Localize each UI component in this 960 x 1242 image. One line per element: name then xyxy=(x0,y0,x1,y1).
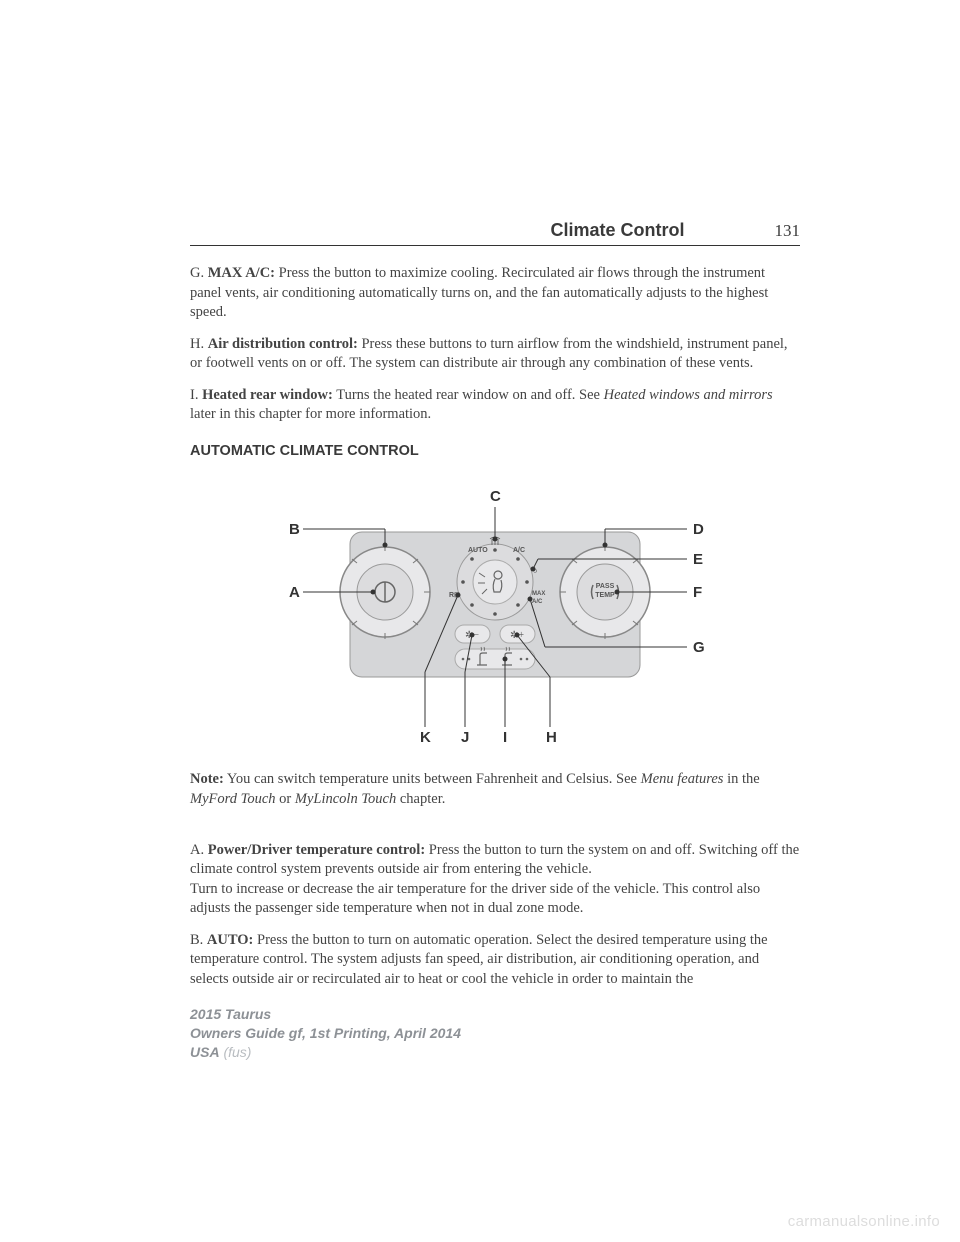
i-label: I. xyxy=(190,387,202,403)
b-text: Press the button to turn on automatic op… xyxy=(190,932,768,987)
page-header: Climate Control 131 xyxy=(190,220,800,246)
label-c: C xyxy=(490,488,501,505)
note-italic-3: MyLincoln Touch xyxy=(295,791,396,807)
svg-text:A/C: A/C xyxy=(513,547,525,554)
label-g: G xyxy=(693,639,705,656)
label-f: F xyxy=(693,584,702,601)
g-label: G. xyxy=(190,265,208,281)
a-bold: Power/Driver temperature control: xyxy=(208,842,425,858)
label-b: B xyxy=(289,521,300,538)
svg-text:A/C: A/C xyxy=(532,599,543,605)
label-d: D xyxy=(693,521,704,538)
paragraph-h: H. Air distribution control: Press these… xyxy=(190,335,800,374)
paragraph-note: Note: You can switch temperature units b… xyxy=(190,770,800,809)
i-text-1: Turns the heated rear window on and off.… xyxy=(333,387,604,403)
svg-text:AUTO: AUTO xyxy=(468,547,488,554)
i-text-2: later in this chapter for more informati… xyxy=(190,406,431,422)
footer-region: USA xyxy=(190,1044,220,1060)
label-h: H xyxy=(546,729,557,746)
paragraph-i: I. Heated rear window: Turns the heated … xyxy=(190,386,800,425)
section-heading: AUTOMATIC CLIMATE CONTROL xyxy=(190,443,800,459)
label-a: A xyxy=(289,584,300,601)
svg-text:MAX: MAX xyxy=(532,591,545,597)
climate-control-diagram: PASS TEMP xyxy=(255,477,735,752)
note-bold: Note: xyxy=(190,771,224,787)
label-k: K xyxy=(420,729,431,746)
h-label: H. xyxy=(190,336,208,352)
svg-text:PASS: PASS xyxy=(596,583,615,590)
page-content: Climate Control 131 G. MAX A/C: Press th… xyxy=(0,0,960,990)
note-italic-2: MyFord Touch xyxy=(190,791,276,807)
label-j: J xyxy=(461,729,469,746)
footer-region-light: (fus) xyxy=(220,1044,252,1060)
i-bold: Heated rear window: xyxy=(202,387,333,403)
b-label: B. xyxy=(190,932,207,948)
note-text-3: or xyxy=(276,791,295,807)
note-text-1: You can switch temperature units between… xyxy=(224,771,641,787)
paragraph-g: G. MAX A/C: Press the button to maximize… xyxy=(190,264,800,323)
paragraph-a: A. Power/Driver temperature control: Pre… xyxy=(190,821,800,919)
a-label: A. xyxy=(190,842,208,858)
footer-guide: Owners Guide gf, 1st Printing, April 201… xyxy=(190,1024,461,1043)
note-text-4: chapter. xyxy=(396,791,445,807)
note-text-2: in the xyxy=(723,771,759,787)
note-italic-1: Menu features xyxy=(641,771,724,787)
h-bold: Air distribution control: xyxy=(208,336,358,352)
g-bold: MAX A/C: xyxy=(208,265,275,281)
label-i: I xyxy=(503,729,507,746)
label-e: E xyxy=(693,551,703,568)
paragraph-b: B. AUTO: Press the button to turn on aut… xyxy=(190,931,800,990)
footer-product: 2015 Taurus xyxy=(190,1005,461,1024)
footer: 2015 Taurus Owners Guide gf, 1st Printin… xyxy=(190,1005,461,1062)
g-text: Press the button to maximize cooling. Re… xyxy=(190,265,768,320)
page-number: 131 xyxy=(775,221,801,241)
i-italic: Heated windows and mirrors xyxy=(604,387,773,403)
watermark: carmanualsonline.info xyxy=(788,1213,940,1230)
header-title: Climate Control xyxy=(550,220,684,241)
svg-text:TEMP: TEMP xyxy=(595,592,615,599)
b-bold: AUTO: xyxy=(207,932,253,948)
